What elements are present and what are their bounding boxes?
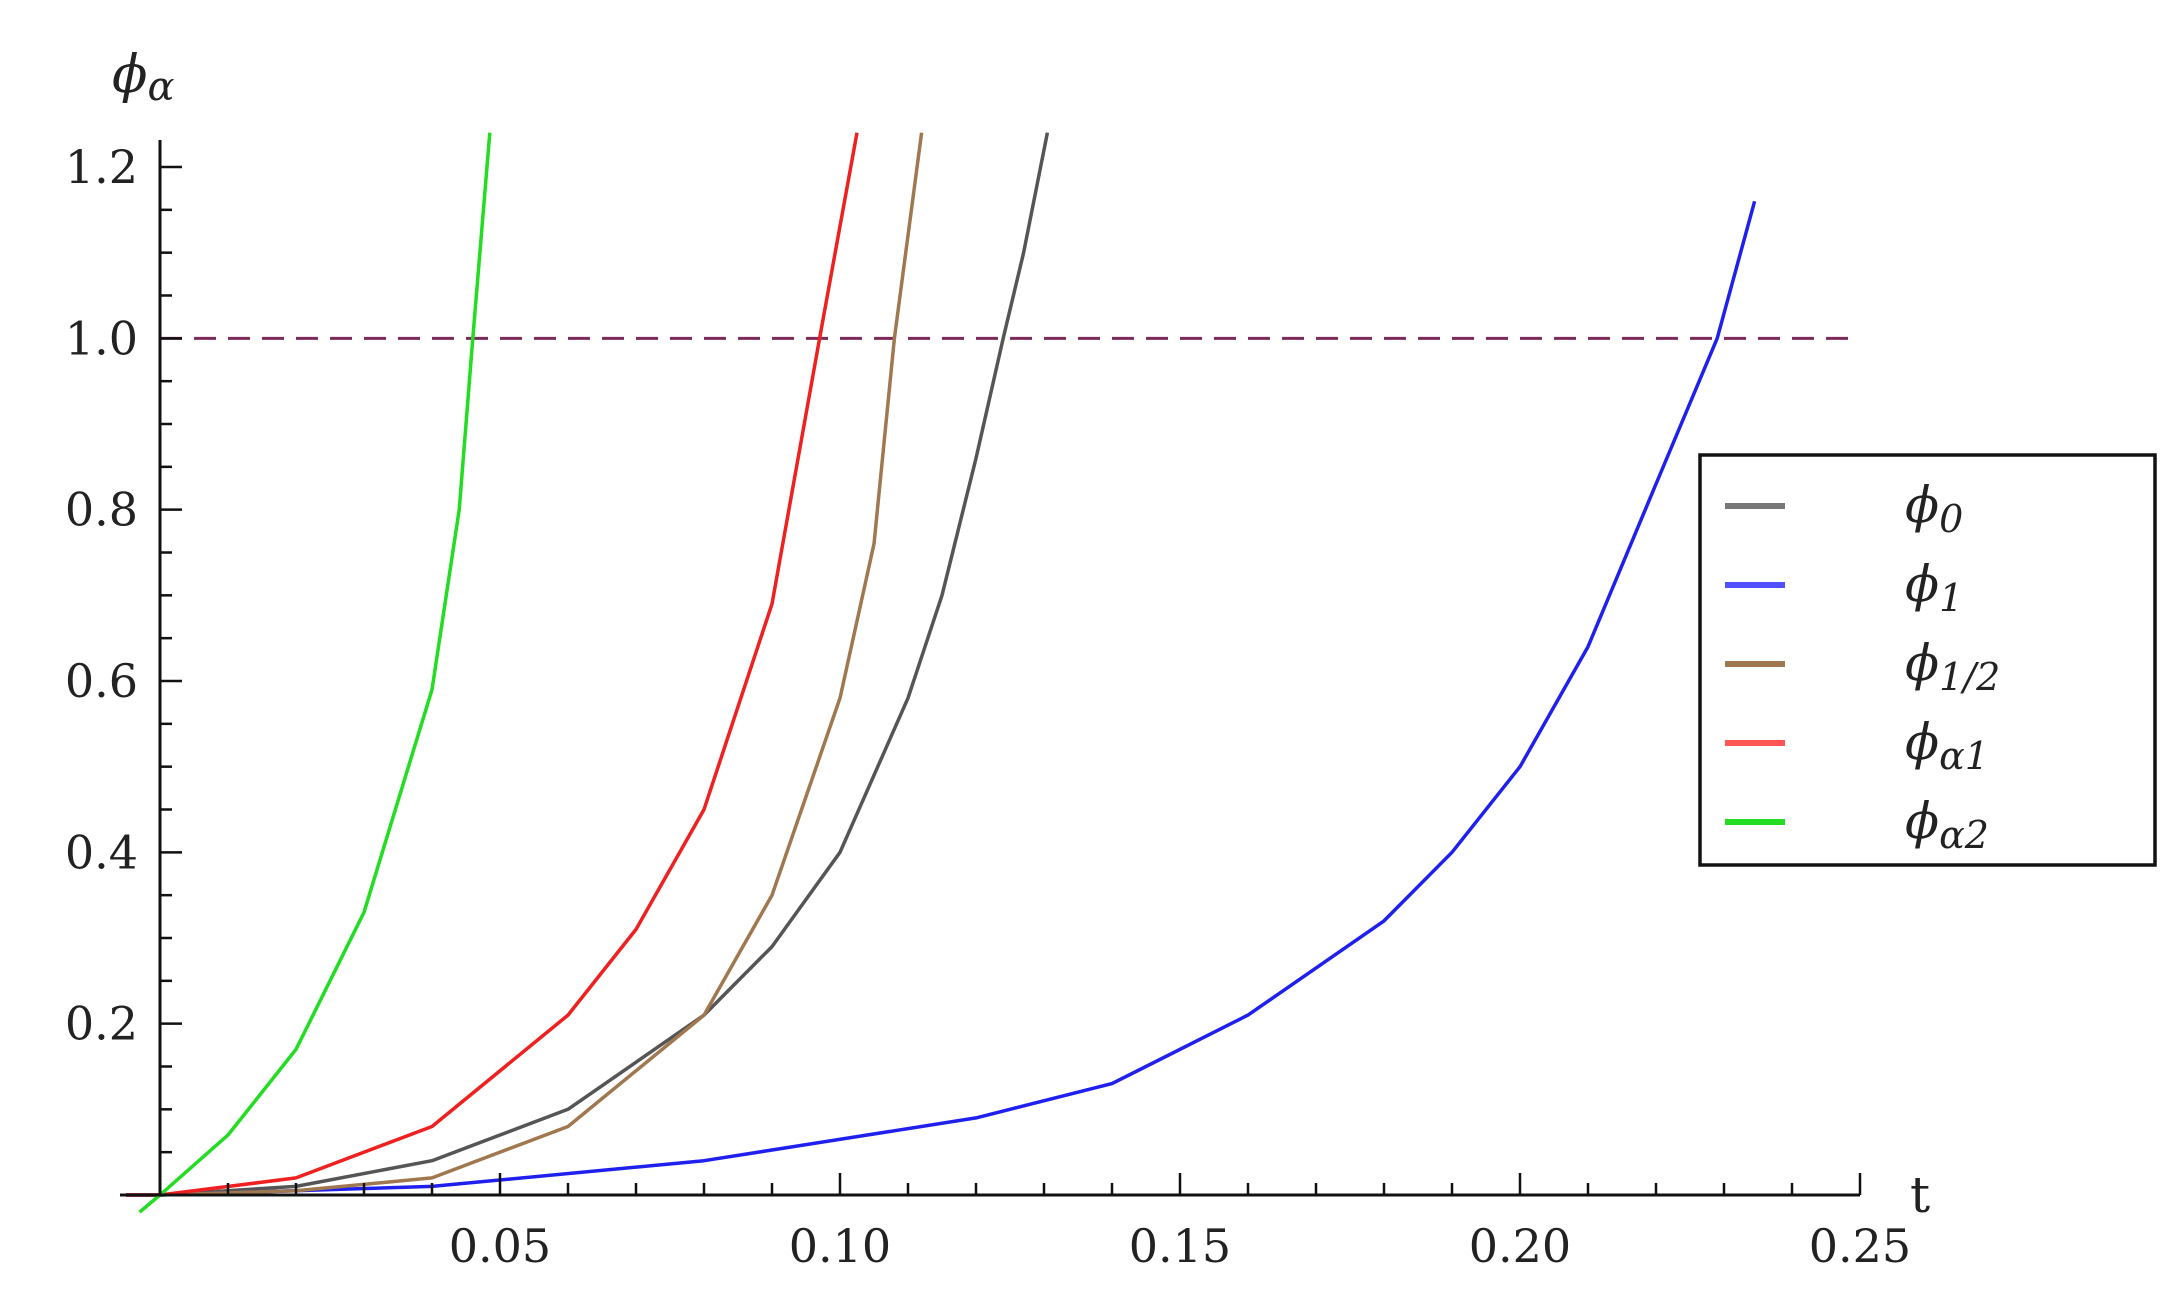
x-tick-label: 0.10 xyxy=(789,1219,891,1273)
y-tick-label: 0.8 xyxy=(65,483,138,537)
y-tick-label: 0.4 xyxy=(65,825,138,879)
series-line-2 xyxy=(126,200,1757,1197)
legend-label-sub: α1 xyxy=(1939,734,1989,778)
tick-labels: 0.05 0.10 0.15 0.20 0.25 0.2 0.4 0.6 0.8 1.0 1.2 xyxy=(65,140,1911,1273)
series-line-3 xyxy=(126,132,924,1197)
legend-label-main: ϕ xyxy=(1905,555,1939,613)
legend-label: ϕ0 xyxy=(1905,476,1963,541)
y-axis-title-sub: α xyxy=(147,64,174,110)
x-tick-label: 0.20 xyxy=(1469,1219,1571,1273)
series-line-1 xyxy=(126,132,1050,1197)
axes xyxy=(120,140,1860,1197)
legend-label-main: ϕ xyxy=(1905,476,1939,534)
legend-label: ϕ1/2 xyxy=(1905,634,2000,699)
y-tick-label: 1.2 xyxy=(65,140,138,194)
legend-label-main: ϕ xyxy=(1905,792,1939,850)
legend-label: ϕα1 xyxy=(1905,713,1989,778)
legend-label-main: ϕ xyxy=(1905,713,1939,771)
y-tick-label: 0.6 xyxy=(65,654,138,708)
legend-label: ϕα2 xyxy=(1905,792,1989,857)
x-tick-label: 0.05 xyxy=(449,1219,551,1273)
x-tick-label: 0.15 xyxy=(1129,1219,1231,1273)
legend-label-sub: 1/2 xyxy=(1939,655,2000,699)
y-axis-title: ϕα xyxy=(112,45,174,110)
x-tick-label: 0.25 xyxy=(1809,1219,1911,1273)
legend-label-main: ϕ xyxy=(1905,634,1939,692)
legend-box xyxy=(1698,453,2157,867)
legend-label-sub: 1 xyxy=(1939,576,1963,620)
y-tick-label: 0.2 xyxy=(65,997,138,1051)
legend-label-sub: α2 xyxy=(1939,813,1989,857)
series-line-5 xyxy=(138,132,492,1214)
legend-label-sub: 0 xyxy=(1939,497,1963,541)
tick-marks xyxy=(160,165,1862,1195)
plot-area xyxy=(126,132,1860,1214)
y-tick-label: 1.0 xyxy=(65,311,138,365)
x-axis-title: t xyxy=(1910,1166,1930,1224)
y-axis-title-main: ϕ xyxy=(112,45,147,105)
legend-label: ϕ1 xyxy=(1905,555,1963,620)
